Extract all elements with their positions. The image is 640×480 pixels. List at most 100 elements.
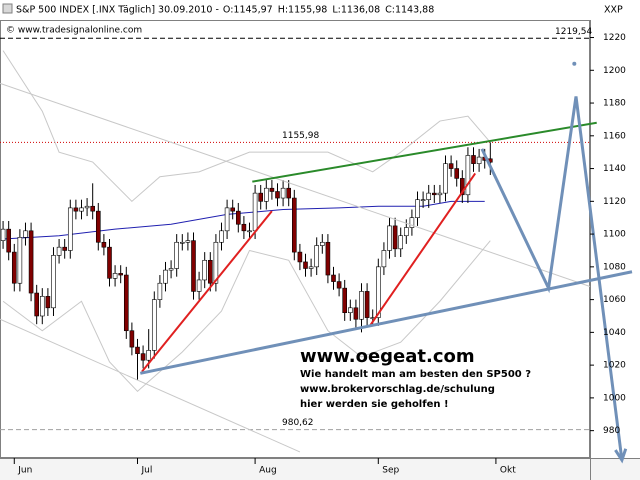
- candle-body: [342, 287, 348, 314]
- candle-body: [269, 187, 275, 192]
- candle-body: [196, 279, 202, 292]
- candle-body: [398, 235, 404, 250]
- y-tick-label: 1180: [603, 99, 626, 109]
- candle-body: [392, 225, 398, 250]
- candle-body: [426, 192, 432, 200]
- candle-body: [359, 291, 364, 320]
- candle-body: [258, 192, 263, 202]
- y-tick-label: 1200: [603, 66, 626, 76]
- copyright: © www.tradesignalonline.com: [6, 26, 142, 36]
- candle-body: [17, 237, 23, 284]
- candle-body: [84, 205, 90, 209]
- candle-body: [224, 207, 230, 232]
- header-ohlc: C:1143,88: [385, 5, 434, 16]
- level-label: 1219,54: [555, 27, 592, 37]
- candle-body: [174, 241, 179, 269]
- candle-body: [303, 261, 308, 269]
- candle-body: [297, 251, 303, 263]
- y-tick-label: 1120: [603, 197, 626, 207]
- candle-body: [437, 192, 443, 196]
- trend-line: [0, 318, 301, 453]
- candle-body: [409, 217, 415, 228]
- overlay-line: [2, 240, 491, 393]
- candle-body: [241, 223, 247, 232]
- candle-body: [387, 225, 392, 251]
- candle-body: [56, 246, 62, 256]
- level-label: 980,62: [282, 418, 314, 428]
- candle-body: [107, 246, 112, 279]
- candle-body: [28, 230, 34, 294]
- candle-body: [146, 350, 151, 361]
- candle-body: [157, 282, 163, 300]
- x-tick-label: Okt: [500, 466, 516, 476]
- candle-body: [202, 259, 207, 281]
- candle-body: [213, 241, 219, 284]
- candle-body: [280, 187, 286, 199]
- candle-body: [219, 230, 224, 243]
- candle-body: [286, 187, 291, 199]
- candle-body: [432, 192, 437, 196]
- candle-body: [331, 274, 336, 282]
- candle-body: [275, 191, 280, 199]
- candle-body: [118, 273, 123, 276]
- candle-body: [168, 268, 174, 271]
- candle-body: [67, 207, 73, 251]
- candle-body: [23, 230, 28, 238]
- arrow-head: [614, 448, 628, 464]
- candle-body: [364, 291, 370, 318]
- candle-body: [381, 250, 387, 268]
- candle-body: [191, 240, 196, 292]
- trend-line: [369, 172, 477, 327]
- watermark-line: www.brokervorschlag.de/schulung: [300, 384, 495, 395]
- header-symbol: S&P 500 INDEX [.INX Täglich] 30.09.2010 …: [16, 5, 219, 16]
- y-tick-label: 1140: [603, 164, 626, 174]
- candle-body: [460, 178, 465, 196]
- overlay-line: [2, 50, 491, 203]
- watermark-line: Wie handelt man am besten den SP500 ?: [300, 369, 531, 380]
- candle-body: [90, 205, 95, 212]
- header-ohlc: O:1145,97: [223, 5, 273, 16]
- candle-body: [51, 255, 56, 309]
- candle-body: [129, 330, 135, 348]
- header-corner: XXP: [604, 5, 623, 16]
- y-tick-label: 1060: [603, 295, 626, 305]
- watermark-title: www.oegeat.com: [300, 346, 475, 367]
- candle-body: [11, 251, 17, 284]
- candle-body: [179, 241, 185, 244]
- candle-body: [151, 299, 157, 351]
- trend-line: [0, 82, 591, 287]
- menu-icon: [2, 3, 13, 14]
- candle-body: [207, 259, 213, 284]
- candle-body: [415, 199, 420, 219]
- candle-body: [79, 207, 84, 212]
- level-label: 1155,98: [282, 131, 319, 141]
- candle-body: [320, 241, 325, 246]
- trend-line: [480, 96, 624, 461]
- candle-body: [348, 307, 353, 314]
- candle-body: [404, 227, 409, 237]
- watermark-line: hier werden sie geholfen !: [300, 399, 449, 410]
- y-axis-band: [590, 20, 640, 458]
- header-ohlc: L:1136,08: [332, 5, 380, 16]
- candle-body: [45, 296, 51, 309]
- candle-body: [454, 168, 460, 179]
- candle-body: [163, 269, 168, 284]
- candle-body: [476, 156, 482, 164]
- y-tick-label: 1020: [603, 361, 626, 371]
- candle-body: [95, 210, 101, 243]
- candle-body: [34, 292, 39, 317]
- candle-body: [471, 155, 476, 164]
- header-ohlc: H:1155,98: [278, 5, 328, 16]
- y-tick-label: 980: [603, 426, 620, 436]
- candle-body: [135, 346, 140, 354]
- x-tick-label: Sep: [382, 466, 399, 476]
- y-tick-label: 1160: [603, 131, 626, 141]
- candle-body: [376, 266, 381, 318]
- candle-body: [465, 155, 471, 196]
- x-tick-label: Jun: [17, 466, 32, 476]
- candle-body: [6, 228, 11, 253]
- candle-body: [112, 273, 118, 279]
- candle-body: [314, 245, 320, 268]
- candle-body: [235, 210, 241, 225]
